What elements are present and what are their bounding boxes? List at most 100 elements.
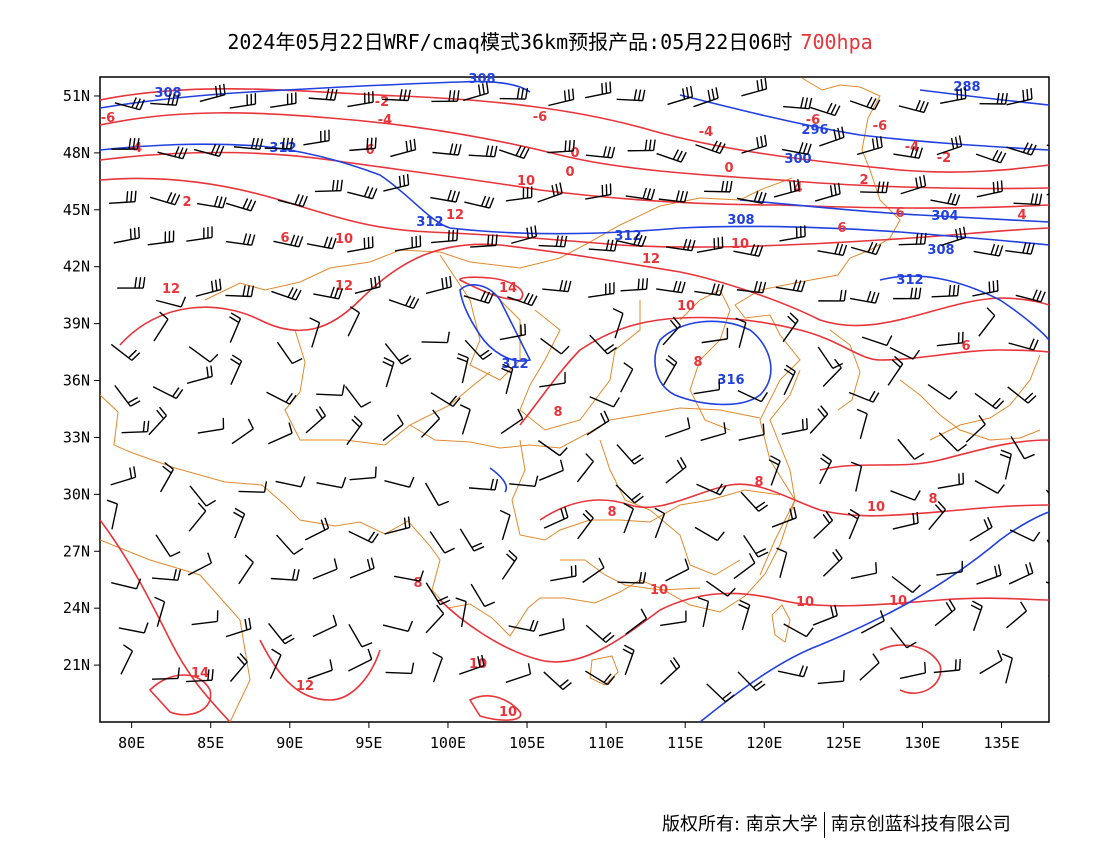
temperature-label: 14 xyxy=(499,281,517,296)
temp-contour-12-sw xyxy=(259,639,381,701)
wind-barb xyxy=(974,392,1005,410)
title-main: 2024年05月22日WRF/cmaq模式36km预报产品:05月22日06时 xyxy=(227,30,793,54)
wind-barb xyxy=(582,557,605,584)
wind-barb xyxy=(316,384,345,396)
wind-barb xyxy=(270,92,297,109)
temperature-label: 6 xyxy=(895,206,904,221)
wind-barb xyxy=(860,181,889,194)
wind-barb xyxy=(382,414,404,442)
x-tick-label: 125E xyxy=(825,734,861,752)
wind-barb xyxy=(856,408,868,440)
wind-barb xyxy=(275,534,304,555)
wind-barb xyxy=(306,236,337,250)
wind-barb xyxy=(347,186,378,200)
wind-barb xyxy=(186,226,213,242)
wind-barb xyxy=(768,455,781,486)
wind-barb xyxy=(1052,93,1082,105)
wind-barb xyxy=(225,233,256,246)
wind-barb xyxy=(733,553,756,580)
wind-barb xyxy=(538,440,568,457)
wind-barb xyxy=(537,182,563,203)
temperature-label: 10 xyxy=(889,594,907,609)
wind-barb xyxy=(307,659,333,680)
y-tick-label: 24N xyxy=(63,599,90,617)
wind-barb xyxy=(859,653,880,681)
wind-barb xyxy=(543,506,569,529)
wind-barb xyxy=(696,236,724,253)
height-label: 312 xyxy=(501,357,528,372)
wind-barb xyxy=(469,478,499,491)
wind-barb xyxy=(974,479,1005,494)
wind-barb xyxy=(622,644,635,676)
height-label: 308 xyxy=(727,213,754,228)
wind-barb xyxy=(620,278,649,292)
wind-barb xyxy=(430,229,459,244)
wind-barb xyxy=(225,198,257,212)
wind-barb xyxy=(663,355,678,386)
wind-barb xyxy=(588,282,615,298)
wind-barb xyxy=(665,457,687,484)
wind-barb xyxy=(662,316,681,346)
wind-barb xyxy=(856,136,883,156)
temperature-label: 8 xyxy=(928,492,937,507)
hainan-coast xyxy=(589,655,619,686)
wind-barb xyxy=(347,236,374,253)
x-tick-label: 110E xyxy=(588,734,624,752)
wind-barb xyxy=(892,512,919,530)
wind-barb xyxy=(225,617,252,638)
wind-barb xyxy=(271,287,302,301)
wind-barb xyxy=(660,610,687,627)
wind-barb xyxy=(809,405,829,434)
y-tick-label: 27N xyxy=(63,542,90,560)
temperature-label: 8 xyxy=(607,505,616,520)
wind-barb xyxy=(616,89,646,102)
y-tick-label: 48N xyxy=(63,144,90,162)
wind-barb xyxy=(508,619,539,632)
wind-barb xyxy=(114,97,145,111)
height-label: 316 xyxy=(717,373,744,388)
wind-barb xyxy=(384,476,415,488)
wind-barb xyxy=(425,604,445,634)
wind-barb xyxy=(383,173,410,192)
height-contour-312-inner xyxy=(459,284,532,362)
wind-barb xyxy=(507,292,538,307)
wind-barb xyxy=(430,189,461,203)
temp-contour-14-sw xyxy=(148,674,212,716)
wind-barb xyxy=(694,283,724,296)
wind-barb xyxy=(1057,293,1087,305)
wind-barb xyxy=(500,408,524,435)
wind-barb xyxy=(697,596,710,627)
wind-barb xyxy=(898,232,927,246)
wind-barb xyxy=(818,289,847,302)
y-tick-label: 36N xyxy=(63,372,90,390)
wind-barb xyxy=(347,306,361,337)
wind-barb xyxy=(577,509,594,540)
wind-barb xyxy=(654,507,666,539)
wind-barb xyxy=(934,599,956,627)
wind-barb xyxy=(706,580,736,597)
x-tick-label: 90E xyxy=(276,734,303,752)
wind-barb xyxy=(159,462,174,493)
wind-barb xyxy=(153,311,169,342)
wind-barb xyxy=(499,87,529,100)
wind-barb xyxy=(627,139,656,152)
height-label: 312 xyxy=(614,229,641,244)
wind-barb xyxy=(783,97,813,110)
wind-barb xyxy=(999,449,1012,480)
wind-barb xyxy=(394,570,424,582)
wind-barb xyxy=(776,547,788,578)
height-label: 312 xyxy=(416,215,443,230)
wind-barb xyxy=(1046,193,1049,196)
temp-contour-north-4 xyxy=(100,177,1049,248)
wind-barb xyxy=(501,363,514,394)
temperature-label: -4 xyxy=(699,125,713,140)
height-contour-288 xyxy=(919,89,1049,106)
wind-barb xyxy=(390,138,417,158)
wind-barb xyxy=(777,665,809,678)
wind-barb xyxy=(890,490,921,501)
wind-barb xyxy=(106,499,119,530)
wind-barb xyxy=(273,234,304,248)
wind-barb xyxy=(188,346,219,363)
wind-barb xyxy=(814,182,841,202)
wind-barb xyxy=(585,81,612,99)
